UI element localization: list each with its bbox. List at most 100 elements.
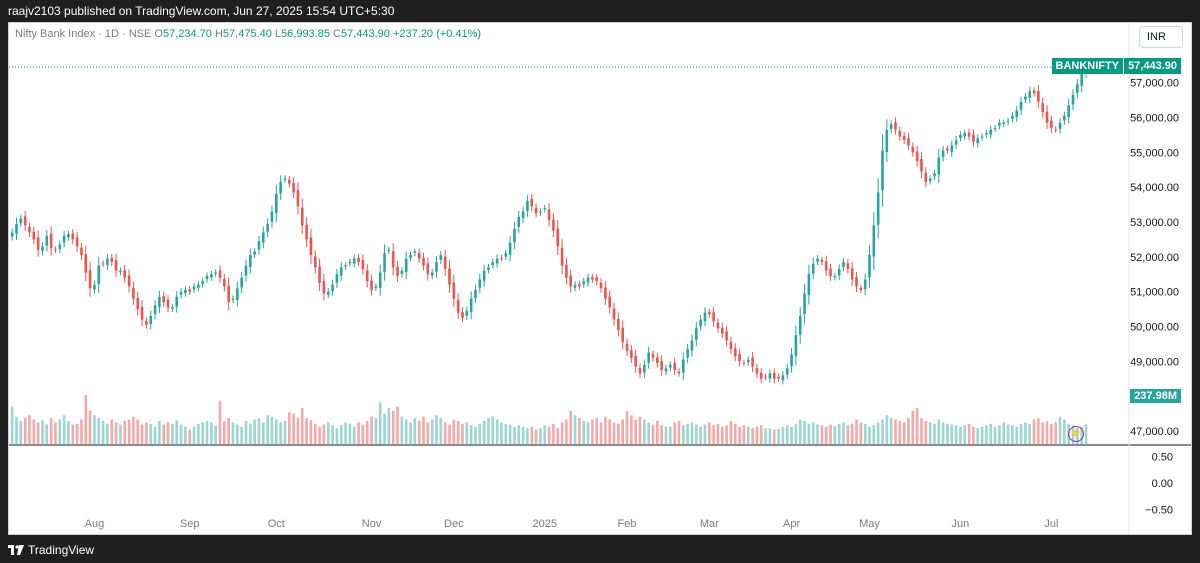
candle-body [132, 287, 135, 299]
volume-bar [833, 426, 837, 444]
time-axis-label: Jun [952, 518, 970, 530]
chart-frame[interactable]: 57,000.00 56,000.00 55,000.00 54,000.00 53,0… [8, 22, 1192, 535]
volume-bar [184, 426, 187, 444]
candle-body [876, 192, 880, 225]
volume-bar [305, 418, 308, 444]
volume-bar [106, 423, 109, 444]
candle-body [49, 233, 53, 249]
published-line: raajv2103 published on TradingView.com, … [8, 4, 395, 18]
volume-bar [257, 418, 261, 444]
candle-body [885, 129, 889, 152]
candle-body [647, 352, 650, 363]
candle-body [980, 136, 984, 138]
candle-body [1063, 115, 1066, 121]
time-axis-label: Apr [783, 518, 800, 530]
candle-body [1067, 105, 1070, 118]
currency-button[interactable]: INR [1139, 26, 1183, 48]
volume-bar [673, 422, 676, 444]
candle-body [374, 286, 378, 288]
candle-body [993, 127, 997, 129]
volume-bar [617, 423, 620, 444]
volume-bar [842, 422, 845, 444]
candle-body [677, 371, 681, 374]
candle-body [707, 311, 711, 315]
candle-body [682, 359, 685, 373]
candle-body [426, 263, 430, 275]
candle-body [807, 274, 811, 295]
volume-bar [309, 420, 313, 444]
candle-body [846, 263, 850, 270]
volume-bar [378, 402, 382, 444]
candle-body [625, 343, 629, 351]
candle-body [435, 262, 438, 272]
candle-body [1006, 120, 1010, 122]
candle-body [153, 305, 157, 314]
candle-body [539, 211, 542, 213]
volume-bar [695, 424, 698, 444]
chart-canvas[interactable]: 57,000.00 56,000.00 55,000.00 54,000.00 53,0… [9, 23, 1192, 535]
candle-body [370, 280, 373, 290]
candle-body [266, 223, 269, 232]
volume-bar [972, 426, 975, 444]
volume-bar [36, 422, 40, 444]
candle-body [764, 376, 767, 378]
volume-bar [123, 420, 127, 444]
volume-bar [374, 418, 378, 444]
candle-body [712, 312, 715, 322]
volume-bar [933, 423, 936, 444]
volume-tag: 237.98M [1130, 389, 1181, 403]
candle-body [253, 251, 256, 255]
candle-body [1058, 122, 1062, 129]
volume-bar [283, 420, 287, 444]
volume-bar [240, 426, 243, 444]
candle-body [357, 257, 360, 263]
volume-bar [383, 413, 386, 444]
volume-bar [902, 422, 906, 444]
volume-bar [171, 423, 174, 444]
candle-body [257, 241, 261, 250]
volume-bar [145, 422, 148, 444]
candle-body [32, 231, 36, 240]
candle-body [106, 258, 109, 266]
candle-body [352, 258, 356, 264]
volume-bar [495, 419, 499, 444]
volume-bar [946, 423, 949, 444]
candle-body [751, 357, 754, 367]
close-label: C [333, 28, 341, 40]
volume-bar [266, 415, 269, 444]
volume-bar [755, 426, 759, 444]
candle-body [638, 367, 642, 374]
candle-body [573, 284, 577, 288]
volume-bar [348, 423, 352, 444]
candle-body [270, 211, 274, 222]
volume-bar [716, 423, 720, 444]
candle-body [820, 259, 824, 263]
volume-bar [1045, 420, 1049, 444]
candle-body [378, 272, 382, 288]
volume-bar [798, 419, 802, 444]
volume-bar [530, 426, 534, 444]
candle-body [837, 269, 841, 276]
candle-body [1080, 73, 1083, 86]
volume-bar [855, 419, 858, 444]
tradingview-logo-icon [8, 545, 24, 555]
candle-body [617, 318, 620, 330]
bolt-icon[interactable]: ⚡ [1068, 426, 1084, 442]
candle-body [798, 316, 802, 335]
volume-bar [166, 422, 170, 444]
candle-body [530, 198, 534, 207]
volume-bar [318, 426, 321, 444]
candle-body [781, 375, 785, 381]
candle-body [448, 268, 451, 285]
candle-body [868, 255, 871, 278]
candle-body [889, 124, 893, 129]
candle-body [733, 348, 737, 357]
tradingview-brand[interactable]: TradingView [8, 543, 94, 557]
candle-body [651, 354, 655, 358]
candle-body [184, 289, 187, 294]
candle-body [768, 373, 772, 379]
candle-body [439, 255, 443, 260]
volume-bar [84, 395, 88, 444]
candle-body [171, 307, 174, 309]
candle-body [313, 256, 317, 268]
